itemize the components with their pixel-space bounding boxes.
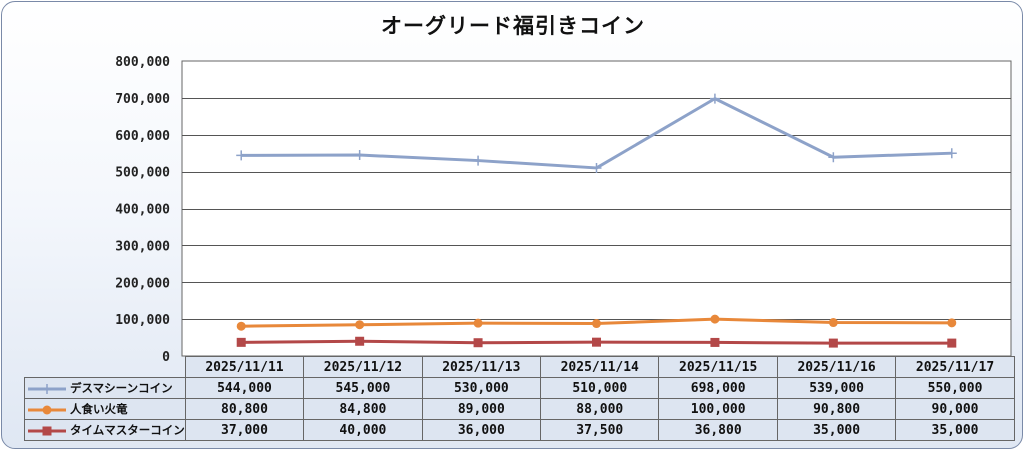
plus-marker xyxy=(591,162,602,173)
legend-entry: デスマシーンコイン xyxy=(24,377,186,399)
circle-marker xyxy=(473,318,483,328)
x-tick-label: 2025/11/14 xyxy=(540,356,660,378)
x-tick-label: 2025/11/17 xyxy=(895,356,1015,378)
plus-marker xyxy=(828,152,839,163)
y-tick-label: 300,000 xyxy=(115,239,170,254)
data-label: 90,000 xyxy=(895,398,1015,420)
data-label: 698,000 xyxy=(658,377,778,399)
data-label: 37,000 xyxy=(184,419,305,441)
data-label: 539,000 xyxy=(776,377,897,399)
data-label: 510,000 xyxy=(540,377,660,399)
circle-marker xyxy=(592,319,601,329)
legend-entry: タイムマスターコイン xyxy=(24,419,186,441)
data-label: 36,000 xyxy=(421,419,542,441)
data-label: 37,500 xyxy=(540,419,660,441)
data-label: 530,000 xyxy=(421,377,542,399)
square-marker xyxy=(828,338,838,348)
data-label: 35,000 xyxy=(895,419,1015,441)
data-label: 90,800 xyxy=(776,398,897,420)
square-legend-key xyxy=(28,426,66,435)
square-marker xyxy=(473,338,483,348)
data-label: 80,800 xyxy=(184,398,305,420)
plus-marker xyxy=(946,148,957,159)
data-table: 2025/11/11 2025/11/12 2025/11/13 2025/11/14… xyxy=(24,356,1015,441)
circle-legend-key xyxy=(28,405,66,414)
legend-label: 人食い火竜 xyxy=(70,402,128,416)
x-tick-label: 2025/11/15 xyxy=(658,356,778,378)
table-row: 人食い火竜 80,800 84,800 89,000 88,000 100,000 90,8… xyxy=(24,398,1015,420)
circle-marker xyxy=(236,321,246,331)
data-label: 36,800 xyxy=(658,419,778,441)
table-row: デスマシーンコイン 544,000 545,000 530,000 510,000 698… xyxy=(24,377,1015,399)
data-label: 545,000 xyxy=(303,377,423,399)
plus-marker xyxy=(709,93,720,104)
y-tick-label: 600,000 xyxy=(115,129,170,144)
y-tick-label: 200,000 xyxy=(115,276,170,291)
plus-marker xyxy=(236,150,247,161)
circle-marker xyxy=(710,314,720,324)
plus-marker xyxy=(354,150,365,161)
table-row: タイムマスターコイン 37,000 40,000 36,000 37,500 36,800… xyxy=(24,419,1015,441)
x-tick-label: 2025/11/16 xyxy=(776,356,897,378)
square-marker xyxy=(947,338,957,348)
x-tick-label: 2025/11/12 xyxy=(303,356,423,378)
data-label: 40,000 xyxy=(303,419,423,441)
y-tick-label: 700,000 xyxy=(115,92,170,107)
legend-label: デスマシーンコイン xyxy=(70,381,173,395)
data-label: 84,800 xyxy=(303,398,423,420)
x-tick-label: 2025/11/11 xyxy=(184,356,305,378)
square-marker xyxy=(710,337,720,347)
y-tick-label: 500,000 xyxy=(115,166,170,181)
square-marker xyxy=(355,336,365,346)
data-label: 544,000 xyxy=(184,377,305,399)
y-tick-label: 400,000 xyxy=(115,203,170,218)
plot-area xyxy=(181,60,1012,357)
legend-entry: 人食い火竜 xyxy=(24,398,186,420)
plus-marker xyxy=(473,155,484,166)
legend-label: タイムマスターコイン xyxy=(70,423,185,437)
square-marker xyxy=(236,337,246,347)
y-tick-label: 800,000 xyxy=(115,55,170,70)
data-label: 89,000 xyxy=(421,398,542,420)
circle-marker xyxy=(828,318,838,328)
circle-marker xyxy=(355,320,365,330)
data-label: 35,000 xyxy=(776,419,897,441)
data-label: 100,000 xyxy=(658,398,778,420)
x-tick-label: 2025/11/13 xyxy=(421,356,542,378)
chart-title: オーグリード福引きコイン xyxy=(381,14,645,38)
table-corner xyxy=(24,356,186,378)
circle-marker xyxy=(947,318,957,328)
plus-legend-key xyxy=(28,383,66,394)
data-label: 550,000 xyxy=(895,377,1015,399)
data-label: 88,000 xyxy=(540,398,660,420)
square-marker xyxy=(592,337,601,347)
y-tick-label: 100,000 xyxy=(115,313,170,328)
